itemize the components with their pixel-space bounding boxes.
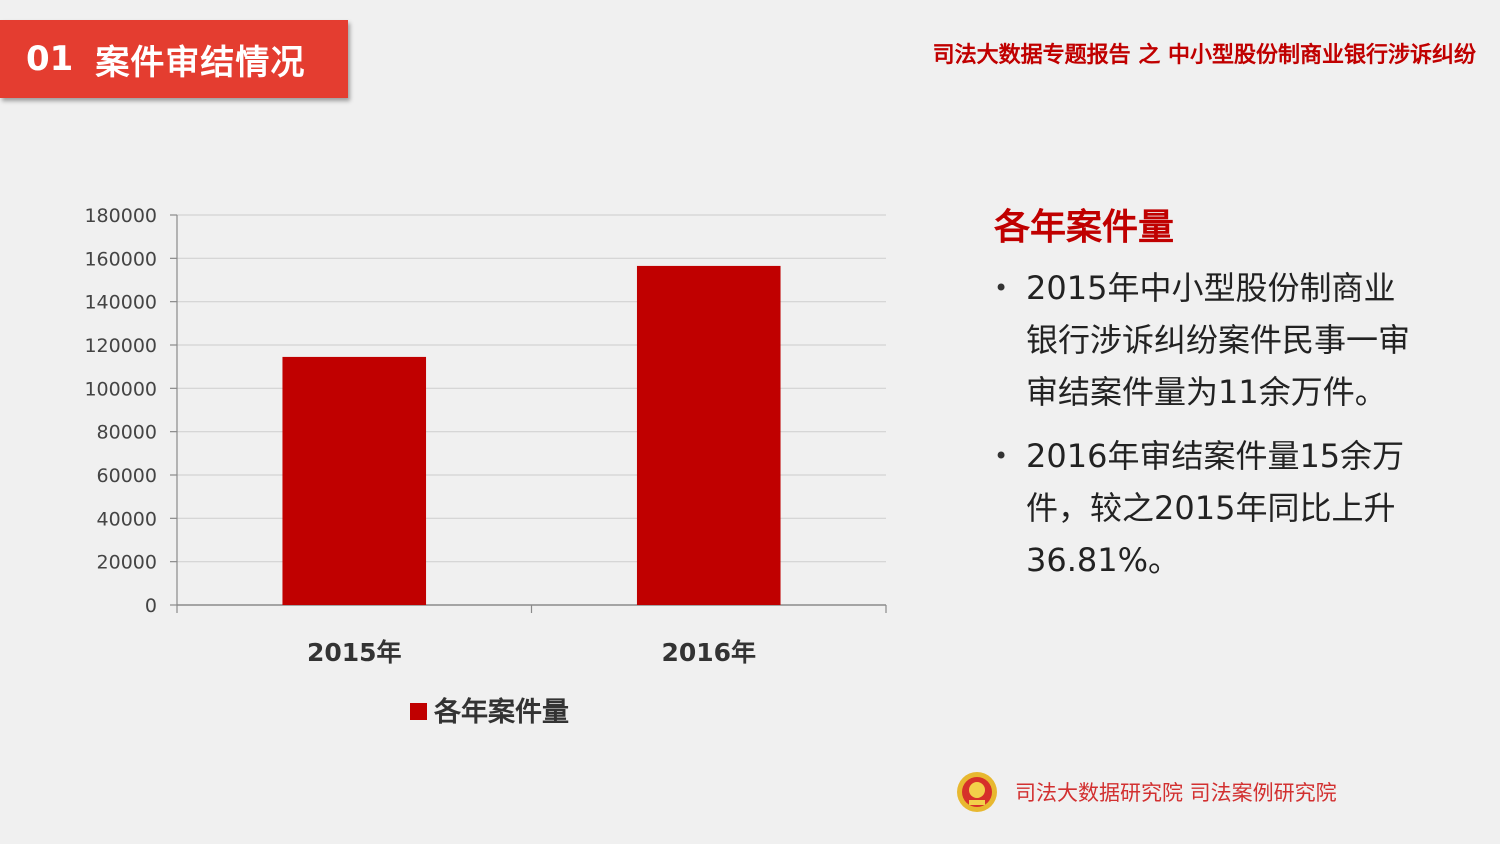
bar bbox=[282, 356, 427, 605]
y-tick-label: 80000 bbox=[97, 422, 157, 444]
bullet-dot: • bbox=[994, 442, 1009, 470]
y-tick-label: 120000 bbox=[84, 335, 157, 357]
report-title: 司法大数据专题报告 之 中小型股份制商业银行涉诉纠纷 bbox=[932, 43, 1476, 68]
legend-swatch bbox=[410, 703, 427, 720]
bullet-item: • 2016年审结案件量15余万件，较之2015年同比上升36.81%。 bbox=[994, 430, 1414, 586]
bar bbox=[636, 265, 781, 605]
y-tick-label: 40000 bbox=[97, 508, 157, 530]
bullet-dot: • bbox=[994, 274, 1009, 302]
side-heading: 各年案件量 bbox=[994, 207, 1175, 248]
bullet-list: • 2015年中小型股份制商业银行涉诉纠纷案件民事一审审结案件量为11余万件。 … bbox=[994, 262, 1414, 598]
x-tick-label: 2015年 bbox=[307, 638, 402, 667]
section-tag: 01 案件审结情况 bbox=[0, 20, 348, 98]
bullet-text: 2016年审结案件量15余万件，较之2015年同比上升36.81%。 bbox=[1026, 437, 1405, 579]
y-tick-label: 160000 bbox=[84, 248, 157, 270]
y-tick-label: 140000 bbox=[84, 292, 157, 314]
y-tick-label: 0 bbox=[145, 595, 157, 617]
footer: 司法大数据研究院 司法案例研究院 bbox=[955, 768, 1337, 816]
y-tick-label: 20000 bbox=[97, 552, 157, 574]
footer-text: 司法大数据研究院 司法案例研究院 bbox=[1015, 781, 1337, 805]
y-tick-label: 60000 bbox=[97, 465, 157, 487]
bullet-text: 2015年中小型股份制商业银行涉诉纠纷案件民事一审审结案件量为11余万件。 bbox=[1026, 269, 1411, 411]
y-tick-label: 180000 bbox=[84, 205, 157, 227]
y-tick-label: 100000 bbox=[84, 378, 157, 400]
x-tick-label: 2016年 bbox=[661, 638, 756, 667]
section-title: 案件审结情况 bbox=[95, 42, 306, 83]
court-emblem-icon bbox=[957, 772, 997, 812]
bar-chart: 0 20000 40000 60000 80000 100000 120000 140000 1… bbox=[84, 205, 887, 728]
section-number: 01 bbox=[26, 39, 74, 79]
legend-label: 各年案件量 bbox=[433, 696, 569, 728]
bullet-item: • 2015年中小型股份制商业银行涉诉纠纷案件民事一审审结案件量为11余万件。 bbox=[994, 262, 1414, 418]
